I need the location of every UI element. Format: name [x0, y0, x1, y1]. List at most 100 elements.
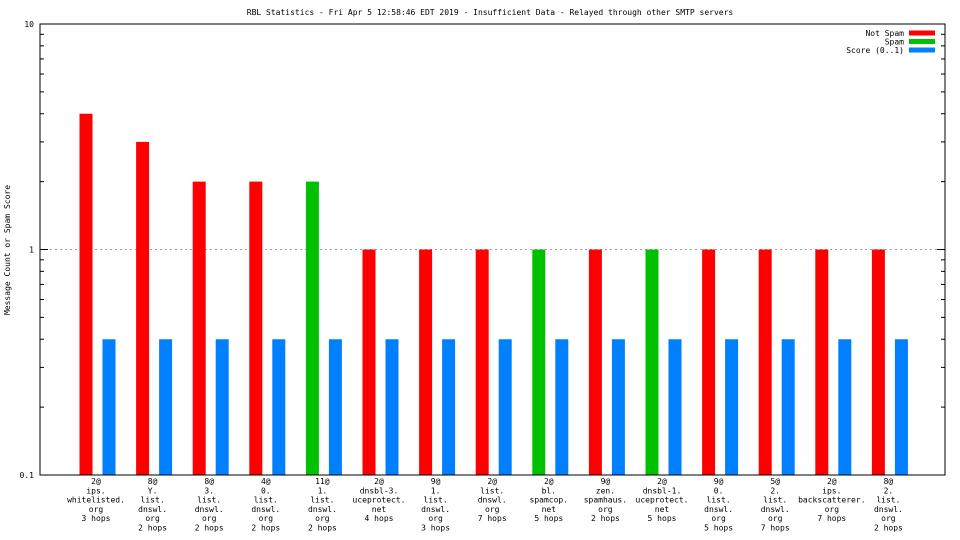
- bar-not-spam: [419, 249, 433, 475]
- x-tick-label-line: 2@: [657, 477, 667, 486]
- bar-not-spam: [758, 249, 772, 475]
- legend-swatch: [909, 47, 935, 53]
- x-tick-label-line: list.: [876, 496, 900, 505]
- x-tick-label-line: dnswl.: [138, 505, 167, 514]
- x-tick-label-line: list.: [310, 496, 334, 505]
- x-tick-label: 9@ zen. spamhaus. org 2 hops: [584, 477, 627, 523]
- x-tick-label-line: 2 hops: [195, 524, 224, 533]
- bar-score: [102, 339, 116, 475]
- x-tick-label-line: 5 hops: [648, 514, 677, 523]
- x-tick-label: 5@ 2. list. dnswl. org 7 hops: [761, 477, 790, 533]
- x-tick-label-line: 7 hops: [761, 524, 790, 533]
- x-tick-label-line: dnswl.: [251, 505, 280, 514]
- bar-not-spam: [871, 249, 885, 475]
- bar-score: [781, 339, 795, 475]
- x-tick-label-line: 7 hops: [478, 514, 507, 523]
- x-tick-label: 2@ ips. whitelisted. org 3 hops: [67, 477, 125, 523]
- bar-spam: [645, 249, 659, 475]
- x-tick-label-line: list.: [707, 496, 731, 505]
- x-tick-label-line: uceprotect.: [636, 496, 689, 505]
- x-tick-label-line: org: [598, 505, 613, 514]
- x-tick-label-line: 4@: [261, 477, 271, 486]
- y-tick-label: 10: [24, 20, 34, 29]
- x-tick-label-line: 8@: [204, 477, 214, 486]
- bar-not-spam: [192, 181, 206, 475]
- x-tick-label-line: dnswl.: [874, 505, 903, 514]
- x-tick-label-line: 2 hops: [308, 524, 337, 533]
- bar-spam: [305, 181, 319, 475]
- bar-not-spam: [136, 141, 150, 475]
- x-tick-label-line: 3 hops: [421, 524, 450, 533]
- x-tick-label-line: 5 hops: [534, 514, 563, 523]
- x-tick-label-line: 2@: [91, 477, 101, 486]
- x-tick-label-line: org: [881, 514, 896, 523]
- bar-score: [555, 339, 569, 475]
- x-tick-label-line: 2 hops: [138, 524, 167, 533]
- x-tick-label: 9@ 0. list. dnswl. org 5 hops: [704, 477, 733, 533]
- x-tick-label-line: 9@: [601, 477, 611, 486]
- bar-spam: [532, 249, 546, 475]
- legend-swatch: [909, 39, 935, 44]
- y-tick-label: 0.1: [20, 471, 35, 480]
- x-tick-label: 11@ 1. list. dnswl. org 2 hops: [308, 477, 337, 533]
- bar-score: [328, 339, 342, 475]
- x-tick-label-line: org: [145, 514, 160, 523]
- x-tick-label-line: backscatterer.: [798, 496, 865, 505]
- x-tick-label-line: dnswl.: [308, 505, 337, 514]
- bar-score: [159, 339, 173, 475]
- x-tick-label-line: net: [372, 505, 387, 514]
- x-tick-label-line: 9@: [431, 477, 441, 486]
- x-tick-label: 2@ list. dnswl. org 7 hops: [478, 477, 507, 523]
- x-tick-label-line: net: [542, 505, 557, 514]
- bar-score: [894, 339, 908, 475]
- bar-not-spam: [815, 249, 829, 475]
- legend-swatch: [909, 30, 935, 36]
- x-tick-label-line: list.: [763, 496, 787, 505]
- y-axis-label: Message Count or Spam Score: [3, 185, 12, 315]
- x-tick-label-line: ips.: [86, 486, 105, 495]
- x-tick-label-line: org: [711, 514, 726, 523]
- x-tick-label-line: 3 hops: [82, 514, 111, 523]
- x-tick-labels: 2@ ips. whitelisted. org 3 hops 8@ Y. list. dnsw…: [67, 477, 903, 533]
- legend-label: Not Spam: [865, 29, 904, 38]
- x-tick-label-line: 2 hops: [591, 514, 620, 523]
- x-tick-label-line: 2@: [544, 477, 554, 486]
- x-tick-label-line: 8@: [148, 477, 158, 486]
- bar-score: [668, 339, 682, 475]
- x-tick-label-line: dnsbl-1.: [643, 486, 682, 495]
- x-tick-label-line: dnswl.: [761, 505, 790, 514]
- x-tick-label: 8@ 3. list. dnswl. org 2 hops: [195, 477, 224, 533]
- bar-score: [611, 339, 625, 475]
- x-tick-label-line: zen.: [596, 486, 615, 495]
- x-tick-label-line: spamhaus.: [584, 496, 627, 505]
- x-tick-label-line: list.: [197, 496, 221, 505]
- x-tick-label-line: 2@: [374, 477, 384, 486]
- bar-score: [385, 339, 399, 475]
- bar-not-spam: [79, 113, 93, 475]
- x-tick-label-line: list.: [424, 496, 448, 505]
- x-tick-label-line: 4 hops: [365, 514, 394, 523]
- x-tick-label-line: uceprotect.: [353, 496, 406, 505]
- bar-score: [498, 339, 512, 475]
- x-tick-label-line: 1.: [318, 486, 328, 495]
- x-tick-label: 9@ 1. list. dnswl. org 3 hops: [421, 477, 450, 533]
- x-tick-label-line: list.: [141, 496, 165, 505]
- x-tick-label-line: 0.: [714, 486, 724, 495]
- bar-not-spam: [702, 249, 716, 475]
- x-tick-label-line: 0.: [261, 486, 271, 495]
- x-tick-label-line: org: [428, 514, 443, 523]
- x-tick-label-line: org: [768, 514, 783, 523]
- bar-not-spam: [475, 249, 489, 475]
- legend-label: Score (0..1): [846, 46, 904, 55]
- x-tick-label-line: 11@: [315, 477, 330, 486]
- x-tick-label-line: 1.: [431, 486, 441, 495]
- bar-score: [725, 339, 739, 475]
- x-tick-label-line: 2.: [884, 486, 894, 495]
- x-tick-label-line: 3.: [204, 486, 214, 495]
- x-tick-label: 8@ Y. list. dnswl. org 2 hops: [138, 477, 167, 533]
- x-tick-label-line: dnswl.: [704, 505, 733, 514]
- x-tick-label-line: net: [655, 505, 670, 514]
- x-tick-label-line: org: [315, 514, 330, 523]
- x-tick-label-line: 5@: [770, 477, 780, 486]
